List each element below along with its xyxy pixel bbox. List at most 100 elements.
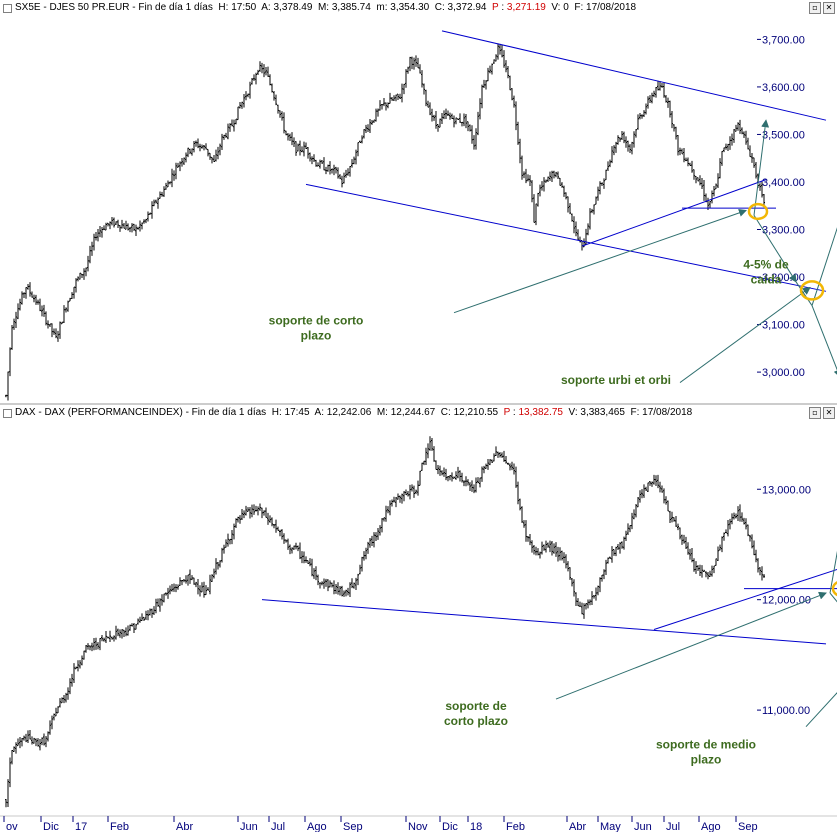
price-bar bbox=[167, 587, 169, 599]
restore-icon[interactable]: ▫ bbox=[809, 2, 821, 14]
price-bar bbox=[129, 226, 131, 233]
price-bar bbox=[593, 595, 595, 599]
price-bar bbox=[165, 182, 167, 190]
price-bar bbox=[197, 579, 199, 595]
price-bar bbox=[123, 222, 125, 229]
price-bar bbox=[59, 321, 61, 339]
price-bar bbox=[619, 542, 621, 554]
x-tick-label: ov bbox=[6, 821, 18, 832]
price-bar bbox=[15, 311, 17, 328]
price-bar bbox=[657, 80, 659, 91]
price-bar bbox=[683, 147, 685, 163]
price-bar bbox=[559, 547, 561, 561]
price-bar bbox=[311, 156, 313, 165]
price-bar bbox=[83, 268, 85, 280]
price-bar bbox=[183, 157, 185, 165]
price-bar bbox=[177, 162, 179, 168]
price-bar bbox=[685, 157, 687, 162]
price-bar bbox=[289, 133, 291, 142]
price-bar bbox=[691, 160, 693, 173]
price-bar bbox=[483, 465, 485, 474]
price-bar bbox=[571, 577, 573, 587]
price-bar bbox=[369, 118, 371, 133]
price-bar bbox=[299, 542, 301, 560]
price-bar bbox=[229, 123, 231, 132]
price-bar bbox=[209, 574, 211, 595]
price-bar bbox=[119, 629, 121, 638]
price-bar bbox=[121, 219, 123, 229]
annotation-arrow bbox=[753, 119, 770, 216]
price-bar bbox=[181, 579, 183, 586]
price-bar bbox=[339, 586, 341, 596]
price-bar bbox=[619, 137, 621, 142]
price-bar bbox=[305, 556, 307, 563]
price-bar bbox=[673, 124, 675, 132]
price-bar bbox=[113, 217, 115, 228]
price-bar bbox=[153, 199, 155, 207]
price-bar bbox=[297, 143, 299, 152]
price-bar bbox=[447, 110, 449, 117]
price-bar bbox=[417, 57, 419, 69]
price-bar bbox=[417, 480, 419, 496]
price-bar bbox=[251, 77, 253, 85]
price-bar bbox=[99, 225, 101, 238]
price-bar bbox=[567, 196, 569, 213]
highlight-circle bbox=[799, 280, 825, 301]
price-bar bbox=[139, 616, 141, 623]
price-bar bbox=[451, 113, 453, 120]
price-bar bbox=[577, 598, 579, 607]
price-bar bbox=[125, 220, 127, 230]
price-bar bbox=[709, 200, 711, 209]
price-bar bbox=[563, 185, 565, 197]
price-bar bbox=[113, 635, 115, 642]
price-bar bbox=[751, 534, 753, 549]
price-bar bbox=[21, 738, 23, 747]
price-bar bbox=[73, 286, 75, 299]
price-bar bbox=[761, 181, 763, 198]
price-bar bbox=[37, 738, 39, 747]
price-bar bbox=[453, 115, 455, 128]
y-tick-label: 11,000.00 bbox=[762, 705, 810, 717]
price-bar bbox=[531, 180, 533, 203]
price-bar bbox=[185, 152, 187, 163]
price-bar bbox=[281, 111, 283, 121]
price-bar bbox=[23, 735, 25, 741]
price-bar bbox=[335, 583, 337, 594]
price-bar bbox=[683, 534, 685, 544]
price-bar bbox=[755, 549, 757, 563]
price-bar bbox=[399, 93, 401, 99]
close-icon[interactable]: ✕ bbox=[823, 2, 835, 14]
price-bar bbox=[53, 713, 55, 721]
price-bar bbox=[205, 143, 207, 150]
price-bar bbox=[445, 468, 447, 481]
annotation-arrow bbox=[679, 286, 811, 383]
close-icon[interactable]: ✕ bbox=[823, 407, 835, 419]
price-bar bbox=[625, 530, 627, 542]
price-bar bbox=[329, 161, 331, 175]
price-bar bbox=[479, 477, 481, 488]
price-bar bbox=[395, 94, 397, 102]
x-tick-label: 17 bbox=[75, 821, 87, 832]
price-bar bbox=[191, 148, 193, 156]
price-bar bbox=[741, 127, 743, 135]
price-bar bbox=[101, 226, 103, 238]
price-bar bbox=[439, 465, 441, 476]
restore-icon[interactable]: ▫ bbox=[809, 407, 821, 419]
price-bar bbox=[281, 529, 283, 540]
price-bar bbox=[305, 142, 307, 149]
price-bar bbox=[27, 730, 29, 744]
price-bar bbox=[575, 592, 577, 607]
price-bar bbox=[493, 453, 495, 462]
price-bar bbox=[387, 102, 389, 109]
price-bar bbox=[231, 530, 233, 545]
price-bar bbox=[429, 436, 431, 451]
price-bar bbox=[569, 567, 571, 580]
price-bar bbox=[493, 59, 495, 64]
price-bar bbox=[475, 477, 477, 493]
price-bar bbox=[271, 83, 273, 93]
price-bar bbox=[339, 174, 341, 180]
price-bar bbox=[721, 536, 723, 553]
price-bar bbox=[549, 540, 551, 553]
price-bar bbox=[411, 484, 413, 492]
